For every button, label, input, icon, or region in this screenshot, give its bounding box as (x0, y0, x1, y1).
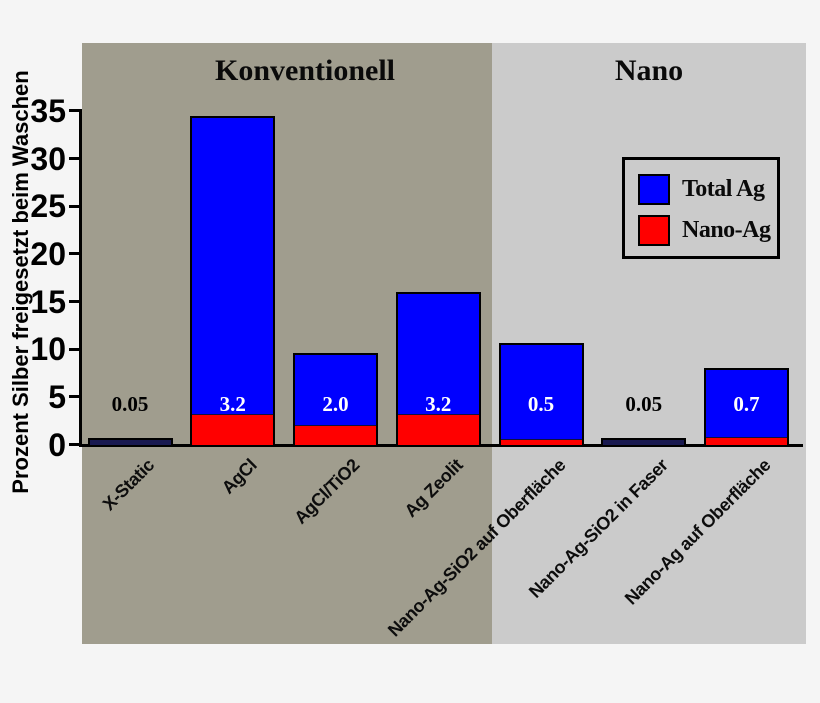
bar-total-ag-3 (395, 292, 481, 447)
y-tick-label-0: 0 (48, 426, 66, 463)
bar-value-label-2: 2.0 (322, 392, 349, 416)
legend: Total Ag Nano-Ag (622, 157, 780, 259)
bar-nano-ag-3 (397, 414, 479, 445)
bar-total-ag-1 (190, 116, 276, 447)
legend-label-total-ag: Total Ag (682, 176, 765, 202)
y-tick-25 (69, 204, 80, 208)
bar-nano-ag-2 (295, 425, 376, 445)
y-tick-5 (69, 395, 80, 399)
y-tick-20 (69, 252, 80, 256)
bar-total-ag-2 (293, 353, 378, 447)
bar-total-ag-5 (601, 438, 687, 447)
bar-nano-ag-6 (706, 437, 787, 445)
y-axis-line (79, 109, 82, 447)
bar-value-label-5: 0.05 (625, 392, 663, 416)
bar-value-label-6: 0.7 (733, 392, 760, 416)
bar-value-label-0: 0.05 (111, 392, 149, 416)
konventionell-title: Konventionell (214, 54, 395, 87)
y-tick-0 (69, 443, 80, 446)
bar-total-ag-6 (704, 368, 789, 447)
y-tick-label-20: 20 (30, 235, 66, 272)
y-tick-label-5: 5 (48, 378, 66, 415)
y-tick-label-25: 25 (30, 188, 66, 225)
bar-value-label-3: 3.2 (425, 392, 452, 416)
legend-row-total-ag: Total Ag (638, 169, 777, 210)
bar-total-ag-0 (87, 438, 173, 447)
y-tick-10 (69, 347, 80, 351)
bar-value-label-1: 3.2 (219, 392, 246, 416)
total-ag-swatch (638, 174, 670, 205)
y-tick-label-30: 30 (30, 140, 66, 177)
y-tick-label-35: 35 (30, 92, 66, 129)
y-tick-30 (69, 157, 80, 161)
bar-nano-ag-4 (500, 439, 582, 445)
nano-ag-swatch (638, 215, 670, 246)
bar-nano-ag-1 (192, 414, 274, 445)
legend-row-nano-ag: Nano-Ag (638, 210, 777, 251)
y-tick-label-10: 10 (30, 331, 66, 368)
y-tick-15 (69, 300, 80, 304)
legend-label-nano-ag: Nano-Ag (682, 217, 771, 243)
bar-value-label-4: 0.5 (527, 392, 555, 416)
y-tick-label-15: 15 (30, 283, 66, 320)
nano-title: Nano (614, 54, 684, 87)
y-tick-35 (69, 109, 80, 113)
bar-total-ag-4 (498, 343, 584, 447)
